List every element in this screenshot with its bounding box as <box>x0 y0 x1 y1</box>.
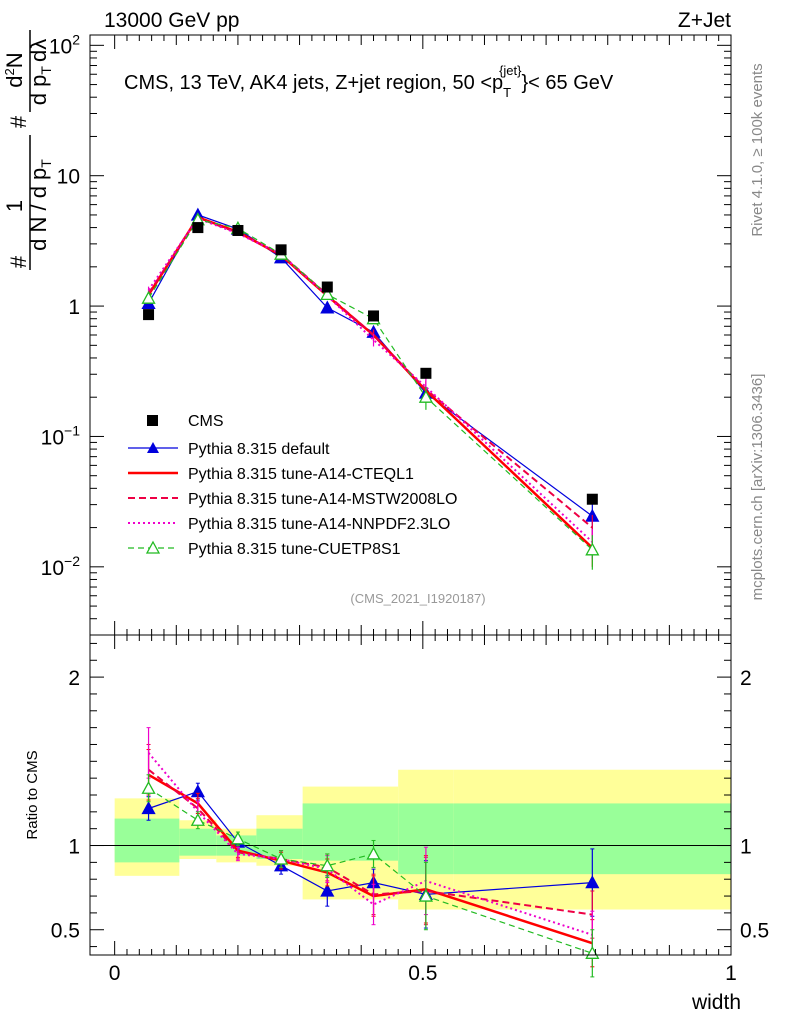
uncertainty-band-green <box>256 828 303 859</box>
main-ytick-label: 1 <box>68 296 80 319</box>
svg-text:d pTdλ: d pTdλ <box>26 39 54 105</box>
uncertainty-band-green <box>114 818 180 863</box>
ratio-line-a14_cteql1 <box>147 773 593 945</box>
cms-data-point <box>321 281 333 293</box>
legend-label-a14-cteql1: Pythia 8.315 tune-A14-CTEQL1 <box>188 466 414 483</box>
uncertainty-band-green <box>179 828 217 856</box>
cms-data-point <box>143 309 155 321</box>
legend-label-a14-mstw: Pythia 8.315 tune-A14-MSTW2008LO <box>188 491 457 508</box>
rivet-version-label: Rivet 4.1.0, ≥ 100k events <box>749 63 766 236</box>
ratio-marker-cuetp8s1 <box>190 812 205 826</box>
ratio-marker-cuetp8s1 <box>585 945 600 959</box>
cms-data-point <box>368 310 380 322</box>
xaxis-label: width <box>691 991 741 1014</box>
main-title: CMS, 13 TeV, AK4 jets, Z+jet region, 50 … <box>124 63 614 100</box>
xtick-label: 1 <box>725 962 737 985</box>
legend-marker-cms <box>147 415 158 426</box>
legend-entry-cuetp8s1: Pythia 8.315 tune-CUETP8S1 <box>128 540 401 558</box>
ratio-marker-cuetp8s1 <box>273 851 289 865</box>
svg-text:#: # <box>6 255 31 268</box>
ratio-ytick-label-right: 0.5 <box>740 920 769 943</box>
ratio-ytick-label-left: 2 <box>68 667 80 690</box>
marker-cuetp8s1 <box>418 389 434 403</box>
analysis-watermark: (CMS_2021_I1920187) <box>350 591 485 606</box>
ratio-marker-cuetp8s1 <box>418 888 434 902</box>
legend-label-cuetp8s1: Pythia 8.315 tune-CUETP8S1 <box>188 541 401 558</box>
ratio-marker-cuetp8s1 <box>141 780 156 794</box>
main-frame <box>89 34 732 636</box>
main-panel: 102 10 1 10−1 10−2 CMS, 13 TeV, AK4 jets, Z+… <box>2 30 732 636</box>
ratio-line-cuetp8s1 <box>148 787 593 954</box>
legend-label-a14-nnpdf: Pythia 8.315 tune-A14-NNPDF2.3LO <box>188 516 450 533</box>
svg-text:1: 1 <box>2 200 27 212</box>
marker-cuetp8s1 <box>141 290 156 304</box>
cms-data-point <box>275 244 287 256</box>
ratio-ylabel: Ratio to CMS <box>24 750 41 839</box>
marker-cuetp8s1 <box>320 286 335 301</box>
legend-entry-default: Pythia 8.315 default <box>128 441 330 458</box>
legend-marker-default <box>147 442 159 453</box>
cms-data-point <box>232 224 244 236</box>
legend-entry-a14-cteql1: Pythia 8.315 tune-A14-CTEQL1 <box>128 466 414 483</box>
main-ytick-label: 102 <box>49 31 80 58</box>
main-ytick-label: 10−2 <box>41 553 81 580</box>
cms-data-point <box>192 222 204 234</box>
mcplots-label: mcplots.cern.ch [arXiv:1306.3436] <box>749 374 766 601</box>
ratio-panel: 2 21 10.5 0.50 0.5 1 Ratio to CMS width <box>24 634 769 1014</box>
xtick-label: 0 <box>109 962 121 985</box>
legend-label-default: Pythia 8.315 default <box>188 441 330 458</box>
ratio-marker-default <box>141 801 156 815</box>
ratio-ytick-label-right: 1 <box>740 836 752 859</box>
ratio-ytick-label-left: 0.5 <box>51 920 80 943</box>
legend: CMS Pythia 8.315 default Pythia 8.315 tu… <box>128 413 457 558</box>
svg-text:d2N: d2N <box>2 52 27 87</box>
marker-cuetp8s1 <box>585 542 600 556</box>
ratio-marker-default <box>585 875 600 889</box>
ratio-marker-cuetp8s1 <box>320 858 335 872</box>
cms-data-point <box>420 367 432 379</box>
legend-entry-a14-nnpdf: Pythia 8.315 tune-A14-NNPDF2.3LO <box>128 516 450 533</box>
ratio-marker-default <box>320 883 335 897</box>
legend-entry-a14-mstw: Pythia 8.315 tune-A14-MSTW2008LO <box>128 491 457 508</box>
legend-label-cms: CMS <box>188 413 224 430</box>
xtick-label: 0.5 <box>408 962 437 985</box>
ratio-ytick-label-right: 2 <box>740 667 752 690</box>
ratio-line-a14_nnpdf <box>147 752 593 936</box>
header-right-title: Z+Jet <box>678 9 731 32</box>
main-ytick-label: 10−1 <box>41 422 81 449</box>
marker-default <box>320 300 335 314</box>
svg-text:d N / d pT: d N / d pT <box>26 159 54 251</box>
uncertainty-band-green <box>302 803 399 861</box>
cms-data-point <box>586 493 598 505</box>
legend-marker-cuetp8s1 <box>145 540 161 554</box>
legend-entry-cms: CMS <box>147 413 224 430</box>
ratio-marker-cuetp8s1 <box>366 846 381 860</box>
main-ylabel: # 1 d N / d pT # d2N d pTdλ <box>2 30 54 270</box>
ratio-marker-cuetp8s1 <box>230 831 246 845</box>
main-ytick-label: 10 <box>57 166 80 189</box>
ratio-ytick-label-left: 1 <box>68 836 80 859</box>
series-line-cuetp8s1 <box>148 219 593 551</box>
header-left-title: 13000 GeV pp <box>104 9 239 32</box>
svg-text:#: # <box>6 115 31 128</box>
